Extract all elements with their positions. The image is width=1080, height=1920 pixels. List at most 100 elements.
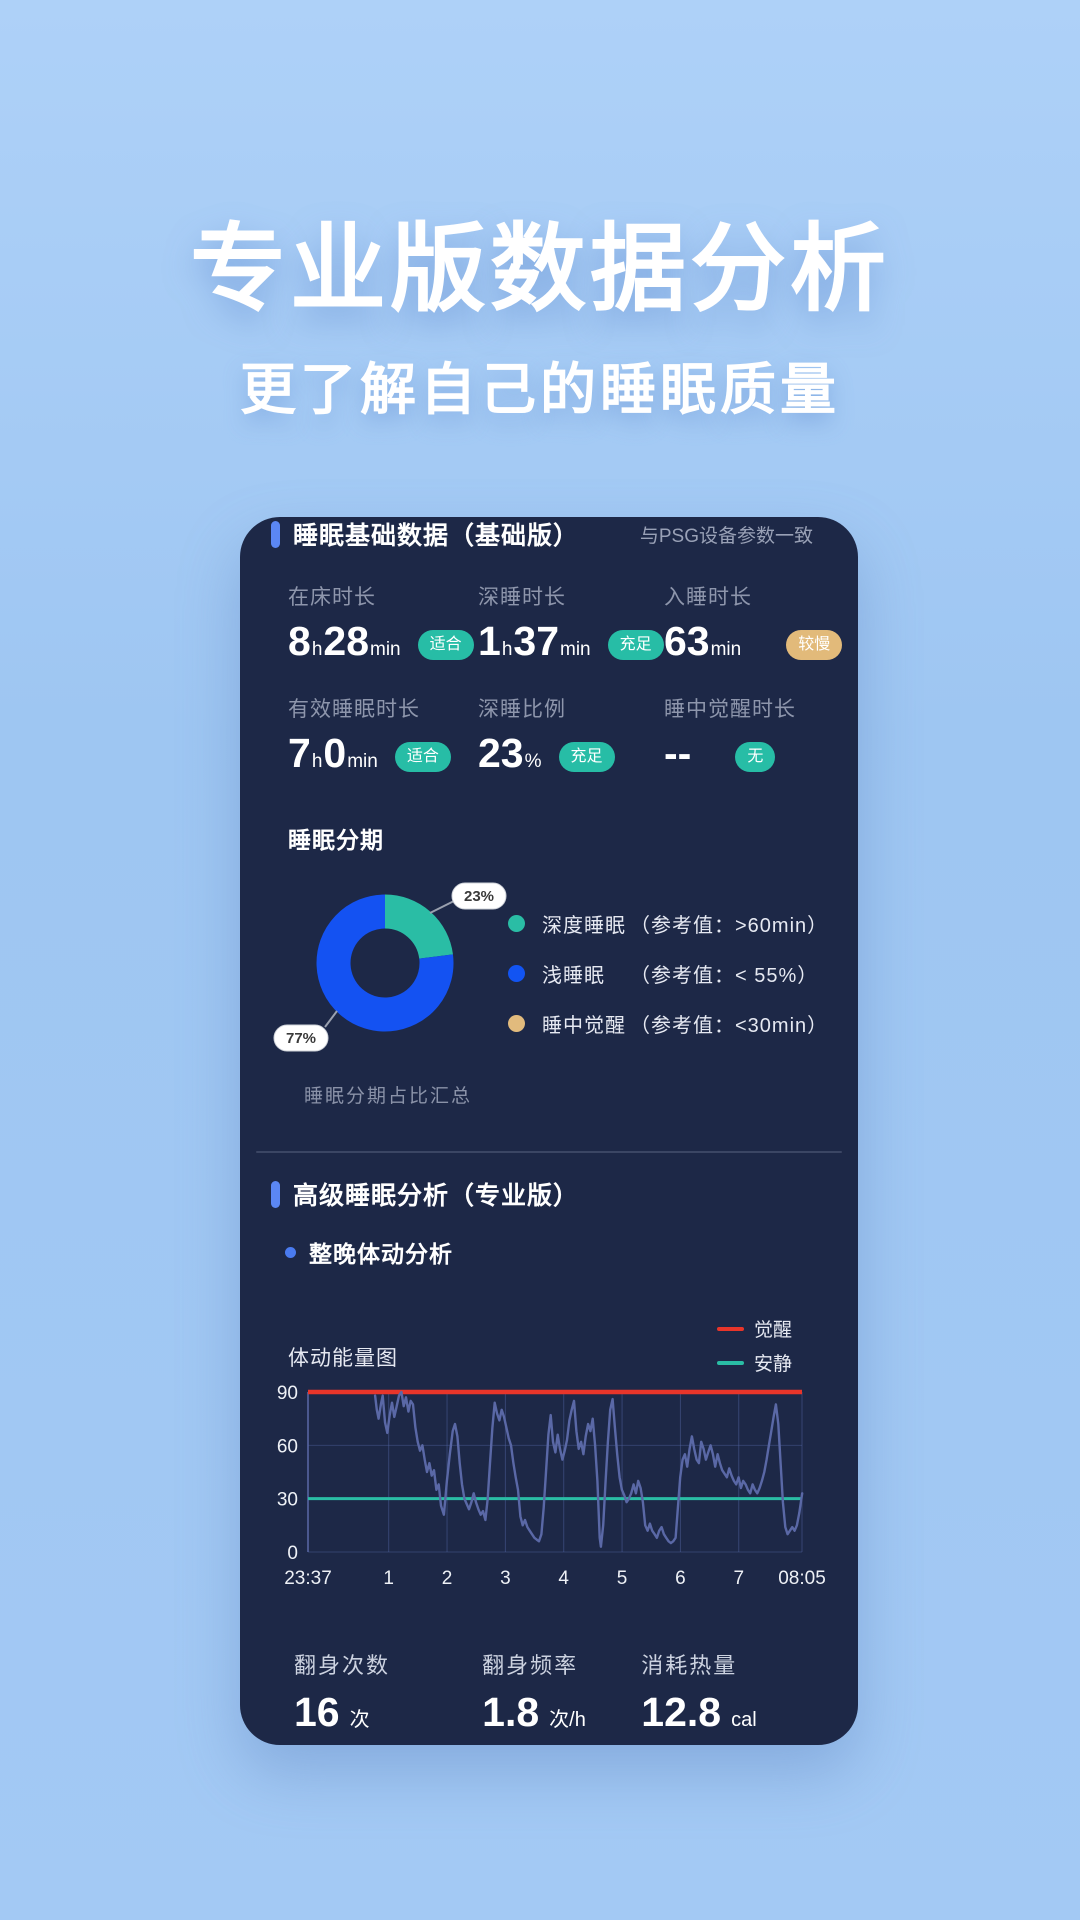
section-accent-bar-icon [271, 1180, 280, 1208]
callout-line [324, 1010, 338, 1028]
stat-3: 有效睡眠时长 7 h 0 min 适合 [288, 693, 478, 781]
stages-legend-item-1: 浅睡眠 （参考值：< 55%） [508, 959, 828, 988]
stat-value: -- 无 [664, 733, 844, 781]
stat-0: 在床时长 8 h 28 min 适合 [288, 581, 478, 669]
callout-pill [451, 882, 507, 910]
stat-label: 深睡比例 [478, 698, 566, 721]
footer-stat-label: 翻身次数 [293, 1653, 390, 1678]
section-accent-bar-icon [271, 520, 280, 548]
stages-row: 23% 77% 睡眠分期占比汇总 深度睡眠 （参考值：>60min） 浅睡眠 （参考值：… [240, 867, 858, 1107]
footer-stats: 翻身次数 16 次 翻身频率 1.8 次/h 消耗热量 12.8 cal [240, 1648, 858, 1733]
footer-stat-number: 1.8 [482, 1689, 540, 1735]
movement-chart-title: 体动能量图 [288, 1347, 398, 1370]
basic-stats-grid: 在床时长 8 h 28 min 适合 深睡时长 1 h 37 min 充足 入睡时长 63 min 较慢 有效睡… [240, 581, 858, 781]
x-tick-label: 2 [442, 1568, 453, 1589]
y-tick-label: 60 [277, 1436, 298, 1457]
legend-dot-icon [508, 965, 525, 982]
stat-4: 深睡比例 23% 充足 [478, 693, 664, 781]
stat-value-part: h [501, 639, 513, 660]
legend-dot-icon [508, 915, 525, 932]
page-subtitle: 更了解自己的睡眠质量 [240, 358, 840, 421]
stat-value-part: 23 [478, 730, 524, 776]
movement-analysis-label: 整晚体动分析 [309, 1241, 453, 1267]
legend-dot-icon [508, 1015, 525, 1032]
sleep-data-card: 睡眠基础数据（基础版） 与PSG设备参数一致 在床时长 8 h 28 min 适合 深睡时长… [240, 517, 858, 1745]
y-tick-label: 90 [277, 1383, 298, 1404]
stat-value-part: min [560, 639, 591, 660]
movement-analysis-row: 整晚体动分析 [240, 1235, 858, 1269]
stat-label: 深睡时长 [478, 586, 566, 609]
footer-stat-value: 16 次 [294, 1692, 390, 1733]
donut-slice-0 [384, 894, 453, 960]
divider [256, 1151, 842, 1153]
stat-value: 7 h 0 min 适合 [288, 733, 478, 781]
legend-name: 浅睡眠 [542, 965, 605, 987]
chart-legend-label: 安静 [753, 1354, 792, 1375]
x-tick-label: 08:05 [778, 1568, 826, 1589]
advanced-section-header: 高级睡眠分析（专业版） [240, 1177, 858, 1211]
legend-name: 深度睡眠 [542, 915, 626, 937]
footer-stat-0: 翻身次数 16 次 [294, 1648, 390, 1733]
footer-stat-number: 16 [293, 1689, 340, 1735]
stat-badge: 适合 [394, 742, 451, 772]
donut-svg: 23% 77% [273, 882, 507, 1052]
donut-slice-1 [316, 894, 454, 1032]
footer-stat-unit: cal [731, 1709, 757, 1731]
stat-value-part: 8 [288, 618, 311, 664]
stat-value-part: 37 [513, 618, 559, 664]
legend-ref: （参考值：<30min） [630, 1015, 829, 1037]
stat-badge: 较慢 [786, 630, 843, 660]
chart-legend-label: 觉醒 [753, 1320, 792, 1341]
hero: 专业版数据分析 更了解自己的睡眠质量 [0, 0, 1080, 418]
footer-stat-label: 消耗热量 [641, 1653, 738, 1678]
y-tick-label: 0 [287, 1543, 298, 1564]
callout-pill [273, 1024, 329, 1052]
stat-2: 入睡时长 63 min 较慢 [664, 581, 844, 669]
stat-value-part: min [347, 751, 378, 772]
footer-stat-value: 12.8 cal [641, 1692, 756, 1733]
x-tick-label: 1 [383, 1568, 394, 1589]
footer-stat-unit: 次/h [549, 1709, 586, 1731]
series-line [373, 1390, 804, 1548]
x-tick-label: 4 [558, 1568, 569, 1589]
chart-legend-item-0: 觉醒 [716, 1315, 792, 1342]
stages-legend-item-0: 深度睡眠 （参考值：>60min） [508, 909, 828, 938]
stat-label: 入睡时长 [664, 586, 752, 609]
legend-dash-icon [716, 1326, 744, 1331]
sleep-stages-donut-chart: 23% 77% 睡眠分期占比汇总 [240, 867, 508, 1107]
psg-note: 与PSG设备参数一致 [639, 525, 813, 547]
footer-stat-value: 1.8 次/h [482, 1692, 586, 1733]
legend-name: 睡中觉醒 [542, 1015, 626, 1037]
stat-badge: 充足 [558, 742, 615, 772]
callout-label: 23% [464, 888, 494, 905]
stat-value: 23% 充足 [478, 733, 664, 781]
stat-1: 深睡时长 1 h 37 min 充足 [478, 581, 664, 669]
stages-legend: 深度睡眠 （参考值：>60min） 浅睡眠 （参考值：< 55%） 睡中觉醒 （参考值：<… [508, 867, 828, 1105]
donut-caption: 睡眠分期占比汇总 [303, 1086, 472, 1107]
stat-value-part: 28 [323, 618, 369, 664]
stat-value-part: 0 [323, 730, 347, 776]
stat-label: 有效睡眠时长 [288, 698, 420, 721]
stat-value-part: 63 [664, 618, 710, 664]
stat-value: 8 h 28 min 适合 [288, 621, 478, 669]
x-tick-label: 6 [675, 1568, 686, 1589]
footer-stat-unit: 次 [349, 1709, 370, 1731]
legend-dash-icon [716, 1360, 744, 1365]
stages-legend-item-2: 睡中觉醒 （参考值：<30min） [508, 1009, 828, 1038]
stat-value-part: % [524, 751, 542, 772]
stages-title: 睡眠分期 [288, 827, 384, 853]
footer-stat-label: 翻身频率 [482, 1653, 579, 1678]
callout-line [429, 900, 455, 914]
legend-ref: （参考值：>60min） [630, 915, 829, 937]
stat-5: 睡中觉醒时长 -- 无 [664, 693, 844, 781]
stat-value-part: min [710, 639, 742, 660]
x-tick-label: 5 [617, 1568, 628, 1589]
x-tick-label: 23:37 [284, 1568, 332, 1589]
stat-label: 在床时长 [288, 586, 376, 609]
x-tick-label: 7 [733, 1568, 744, 1589]
stat-label: 睡中觉醒时长 [664, 698, 796, 721]
movement-chart-legend: 觉醒 安静 [716, 1315, 792, 1376]
stat-value-part: -- [664, 730, 692, 776]
stat-value-part: h [311, 751, 323, 772]
stat-value: 63 min 较慢 [664, 621, 844, 669]
